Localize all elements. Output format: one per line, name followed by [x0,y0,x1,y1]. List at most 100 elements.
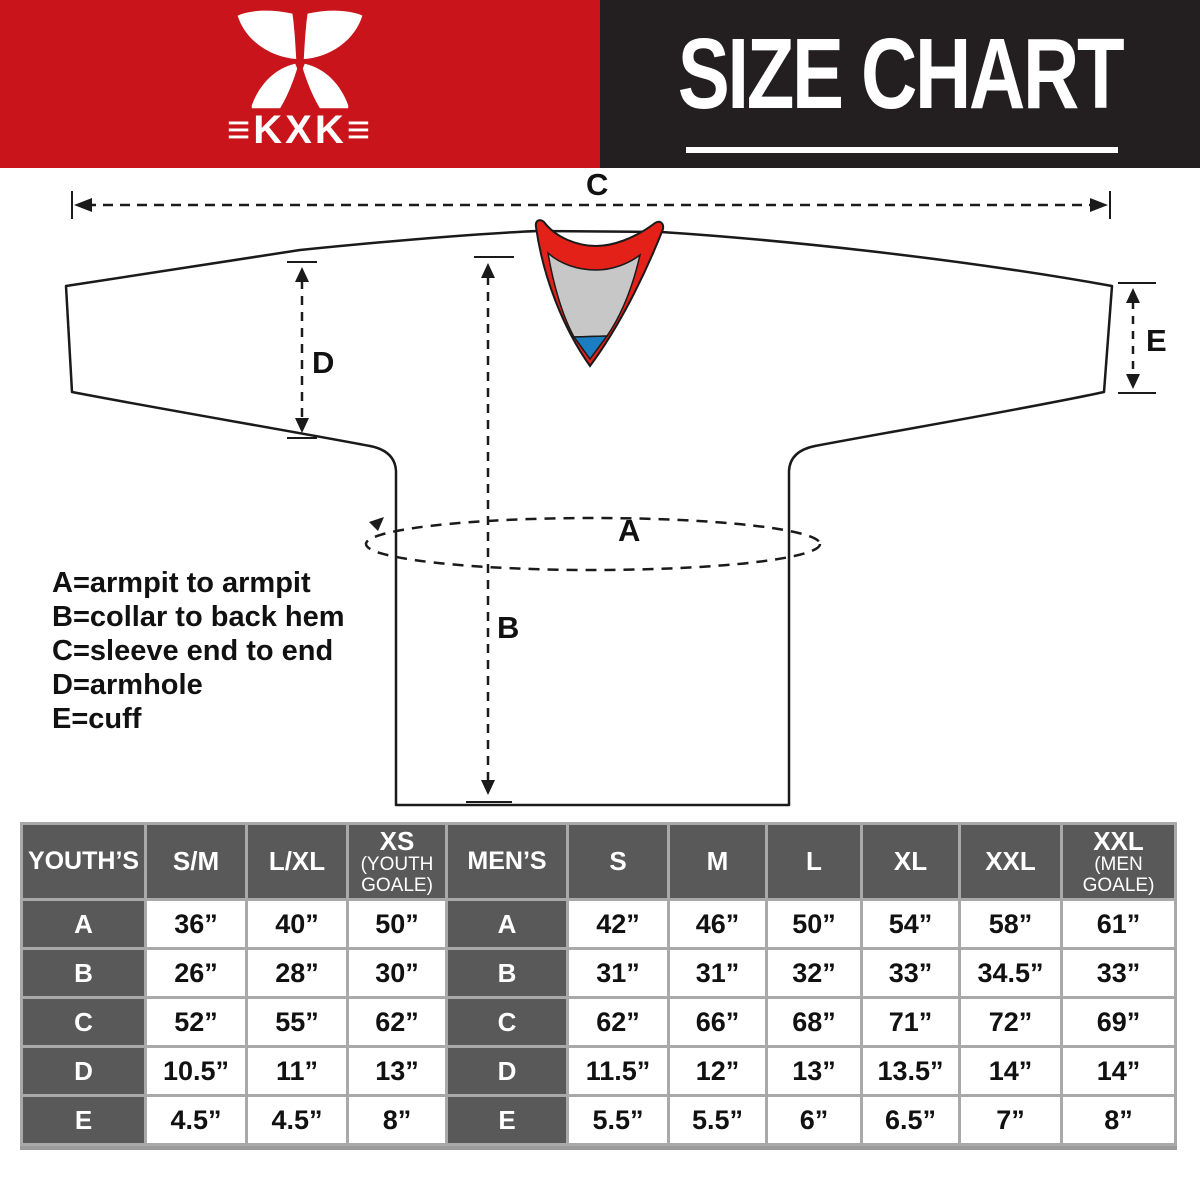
size-value-cell: 42” [566,898,670,950]
header-size: XS [379,825,415,856]
header-sub-line: (MEN [1094,853,1143,875]
size-value-cell: 31” [566,947,670,999]
size-value-cell: 14” [1060,1045,1177,1097]
table-header-row: YOUTH’S S/M L/XL XS (YOUTH GOALE) MEN’S … [20,822,1177,901]
measure-arrow-e [1118,282,1156,394]
size-value-cell: 26” [144,947,248,999]
size-value-cell: 66” [667,996,768,1048]
size-value-cell: 54” [860,898,961,950]
measure-arrow-b [466,256,514,803]
title-panel: SIZE CHART [600,0,1200,168]
size-value-cell: 58” [958,898,1063,950]
size-value-cell: 10.5” [144,1045,248,1097]
size-value-cell: 72” [958,996,1063,1048]
size-value-cell: 62” [346,996,448,1048]
header-cell-xxl-men-goalie: XXL (MEN GOALE) [1060,822,1177,901]
header-cell-xs-youth-goalie: XS (YOUTH GOALE) [346,822,448,901]
label-e: E [1146,323,1167,358]
size-value-cell: 50” [765,898,863,950]
table-row-d: D 10.5” 11” 13” D 11.5” 12” 13” 13.5” 14… [20,1045,1177,1097]
legend-item: D=armhole [52,669,203,701]
size-value-cell: 4.5” [144,1094,248,1146]
header-cell-mens: MEN’S [445,822,569,901]
row-label-cell: E [20,1094,147,1146]
size-value-cell: 30” [346,947,448,999]
row-label-cell: C [20,996,147,1048]
size-value-cell: 11” [245,1045,349,1097]
size-value-cell: 28” [245,947,349,999]
label-b: B [497,610,519,645]
row-label-cell: B [445,947,569,999]
kxk-butterfly-logo-icon [237,10,363,109]
table-row-e: E 4.5” 4.5” 8” E 5.5” 5.5” 6” 6.5” 7” 8” [20,1094,1177,1146]
size-value-cell: 50” [346,898,448,950]
header-cell-lxl: L/XL [245,822,349,901]
legend-item: C=sleeve end to end [52,635,334,667]
size-value-cell: 6.5” [860,1094,961,1146]
size-value-cell: 36” [144,898,248,950]
header-cell-sm: S/M [144,822,248,901]
row-label-cell: B [20,947,147,999]
collar-gray-inner [546,250,642,338]
brand-wordmark: ≡KXK≡ [226,108,374,152]
label-a: A [618,513,640,548]
size-value-cell: 8” [346,1094,448,1146]
title-underline [686,147,1118,153]
label-c: C [586,167,608,202]
size-value-cell: 4.5” [245,1094,349,1146]
size-value-cell: 55” [245,996,349,1048]
size-value-cell: 68” [765,996,863,1048]
size-value-cell: 71” [860,996,961,1048]
row-label-cell: D [20,1045,147,1097]
legend-item: A=armpit to armpit [52,567,311,599]
header-cell-xxl: XXL [958,822,1063,901]
table-row-a: A 36” 40” 50” A 42” 46” 50” 54” 58” 61” [20,898,1177,950]
row-label-cell: D [445,1045,569,1097]
header-cell-l: L [765,822,863,901]
size-value-cell: 40” [245,898,349,950]
header-banner: ≡KXK≡ SIZE CHART [0,0,1200,168]
size-table: YOUTH’S S/M L/XL XS (YOUTH GOALE) MEN’S … [20,822,1177,1146]
measure-ellipse-a [364,516,822,572]
brand-panel: ≡KXK≡ [0,0,600,168]
legend-item: E=cuff [52,703,142,735]
header-cell-s: S [566,822,670,901]
size-value-cell: 62” [566,996,670,1048]
header-cell-xl: XL [860,822,961,901]
size-value-cell: 6” [765,1094,863,1146]
size-value-cell: 13” [346,1045,448,1097]
measure-arrow-d [287,261,317,439]
size-value-cell: 5.5” [667,1094,768,1146]
size-value-cell: 12” [667,1045,768,1097]
size-value-cell: 34.5” [958,947,1063,999]
page-title: SIZE CHART [677,18,1125,130]
header-sub-line: (YOUTH [360,853,434,875]
table-row-b: B 26” 28” 30” B 31” 31” 32” 33” 34.5” 33… [20,947,1177,999]
size-value-cell: 52” [144,996,248,1048]
legend-item: B=collar to back hem [52,601,345,633]
row-label-cell: E [445,1094,569,1146]
size-value-cell: 46” [667,898,768,950]
size-value-cell: 61” [1060,898,1177,950]
header-cell-youths: YOUTH’S [20,822,147,901]
header-sub-line: GOALE) [361,874,433,896]
header-cell-m: M [667,822,768,901]
size-value-cell: 5.5” [566,1094,670,1146]
size-value-cell: 7” [958,1094,1063,1146]
collar-blue-insert [572,335,609,361]
size-value-cell: 13.5” [860,1045,961,1097]
size-value-cell: 31” [667,947,768,999]
size-value-cell: 69” [1060,996,1177,1048]
row-label-cell: A [20,898,147,950]
label-d: D [312,345,334,380]
collar [534,219,665,368]
table-row-c: C 52” 55” 62” C 62” 66” 68” 71” 72” 69” [20,996,1177,1048]
measurement-legend: A=armpit to armpit B=collar to back hem … [52,566,345,736]
row-label-cell: C [445,996,569,1048]
size-value-cell: 32” [765,947,863,999]
size-value-cell: 14” [958,1045,1063,1097]
row-label-cell: A [445,898,569,950]
size-value-cell: 13” [765,1045,863,1097]
header-sub-line: GOALE) [1082,874,1155,896]
